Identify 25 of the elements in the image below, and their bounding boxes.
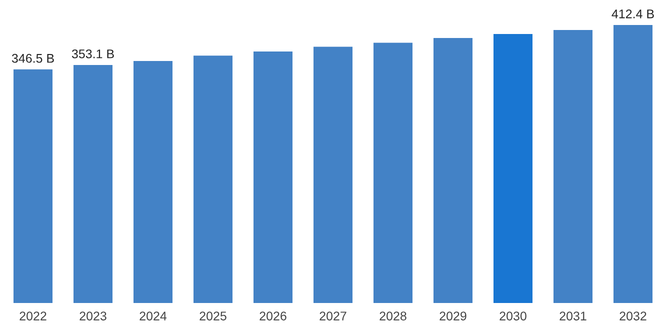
bar — [74, 64, 113, 303]
x-tick-label: 2022 — [20, 312, 46, 320]
data-label: 353.1 B — [72, 49, 114, 58]
x-tick-label: 2032 — [620, 312, 646, 320]
data-label: 412.4 B — [612, 9, 654, 18]
x-tick-label: 2030 — [500, 312, 526, 320]
bar — [433, 38, 472, 303]
x-tick-label: 2028 — [380, 312, 406, 320]
x-tick-label: 2027 — [320, 312, 346, 320]
data-label: 346.5 B — [12, 54, 54, 63]
bar — [613, 24, 652, 303]
bar — [194, 56, 232, 303]
bar — [553, 30, 592, 303]
bar — [14, 69, 53, 303]
bar — [373, 42, 412, 303]
x-tick-label: 2025 — [200, 312, 226, 320]
x-tick-label: 2024 — [140, 312, 167, 320]
bar — [493, 34, 532, 303]
x-tick-label: 2031 — [560, 312, 586, 320]
x-tick-label: 2026 — [260, 312, 286, 320]
bar — [314, 46, 352, 303]
x-tick-label: 2023 — [80, 312, 106, 320]
bar — [134, 60, 172, 303]
x-tick-label: 2029 — [440, 312, 466, 320]
bar — [254, 52, 292, 303]
